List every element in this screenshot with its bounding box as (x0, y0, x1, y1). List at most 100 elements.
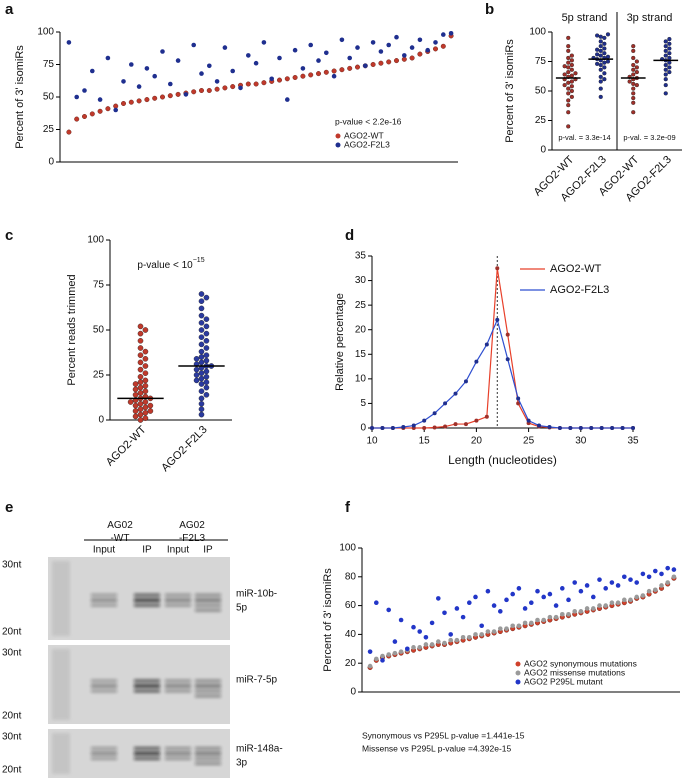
data-point (137, 352, 144, 359)
data-point (631, 110, 636, 115)
gel-band (195, 608, 221, 612)
data-point (386, 652, 392, 657)
data-point (572, 580, 577, 585)
data-point (562, 82, 567, 88)
data-point (394, 58, 400, 64)
y-tick-label: 80 (345, 571, 357, 582)
data-point (198, 348, 205, 355)
data-point (622, 574, 627, 580)
legend-marker (335, 133, 341, 139)
data-point (136, 98, 142, 104)
data-point (631, 426, 635, 430)
data-point (535, 588, 540, 594)
data-point (584, 606, 590, 611)
legend-label: AGO2-WT (344, 130, 384, 140)
gel-band (195, 603, 221, 607)
data-point (97, 97, 103, 102)
size-marker: 30nt (2, 648, 22, 659)
data-point (222, 85, 228, 91)
data-point (467, 600, 472, 606)
ladder (52, 561, 70, 636)
data-point (198, 411, 205, 418)
data-point (569, 62, 574, 68)
data-point (203, 368, 210, 375)
data-point (598, 53, 603, 58)
data-point (640, 571, 646, 577)
data-point (602, 46, 607, 51)
data-point (595, 52, 600, 57)
lane-label: Input (167, 545, 189, 556)
data-point (448, 31, 454, 36)
data-point (598, 86, 603, 91)
y-tick-label: 0 (48, 157, 54, 168)
legend-marker (515, 670, 521, 676)
lane-group-label-line: AG02 (179, 520, 205, 531)
data-point (277, 55, 282, 61)
y-tick-label: 25 (355, 300, 367, 311)
data-point (504, 626, 509, 631)
data-point (193, 377, 200, 384)
data-point (491, 603, 497, 608)
data-point (66, 40, 72, 45)
data-point (485, 629, 491, 634)
gel-band (91, 751, 117, 755)
blot-label-line: 3p (236, 757, 248, 768)
data-point (203, 384, 210, 391)
data-point (137, 323, 144, 330)
data-point (137, 400, 144, 407)
note: Synonymous vs P295L p-value =1.441e-15 (362, 730, 525, 740)
data-point (602, 41, 607, 46)
data-point (484, 414, 489, 419)
data-point (599, 426, 604, 430)
data-point (127, 399, 134, 405)
data-point (667, 65, 672, 70)
gel-band (195, 598, 221, 602)
y-tick-label: 75 (93, 280, 105, 291)
data-point (392, 650, 398, 656)
data-point (663, 62, 668, 68)
data-point (566, 70, 571, 75)
data-point (132, 402, 139, 409)
data-point (572, 609, 577, 614)
data-point (442, 610, 447, 616)
data-point (595, 61, 600, 66)
y-axis-label: Percent reads trimmed (66, 274, 78, 385)
data-point (402, 53, 407, 58)
data-point (667, 70, 672, 75)
data-point (160, 49, 165, 54)
y-tick-label: 50 (43, 92, 55, 103)
data-point (443, 424, 448, 429)
data-point (417, 51, 423, 57)
data-point (432, 425, 437, 430)
data-point (374, 600, 379, 606)
legend-label: AGO2 P295L mutant (524, 676, 603, 686)
y-tick-label: 40 (345, 629, 357, 640)
data-point (578, 609, 584, 614)
data-point (598, 48, 603, 53)
data-point (198, 305, 205, 312)
data-point (380, 653, 385, 659)
data-point (284, 76, 290, 82)
data-point (89, 111, 95, 117)
data-point (663, 72, 668, 77)
data-point (137, 345, 144, 351)
data-point (198, 298, 205, 305)
data-point (467, 634, 472, 640)
data-point (198, 381, 205, 387)
data-point (667, 46, 672, 51)
gel-band (134, 593, 160, 597)
data-point (316, 71, 322, 77)
data-point (203, 330, 210, 337)
data-point (323, 69, 329, 75)
panel-letter: e (5, 499, 13, 516)
data-point (168, 81, 173, 87)
data-point (671, 574, 677, 580)
data-point (142, 382, 149, 389)
data-point (634, 580, 639, 585)
data-point (597, 577, 602, 582)
data-point (230, 68, 235, 74)
data-point (285, 97, 290, 102)
x-tick-label: 20 (471, 436, 483, 447)
data-point (615, 600, 621, 606)
